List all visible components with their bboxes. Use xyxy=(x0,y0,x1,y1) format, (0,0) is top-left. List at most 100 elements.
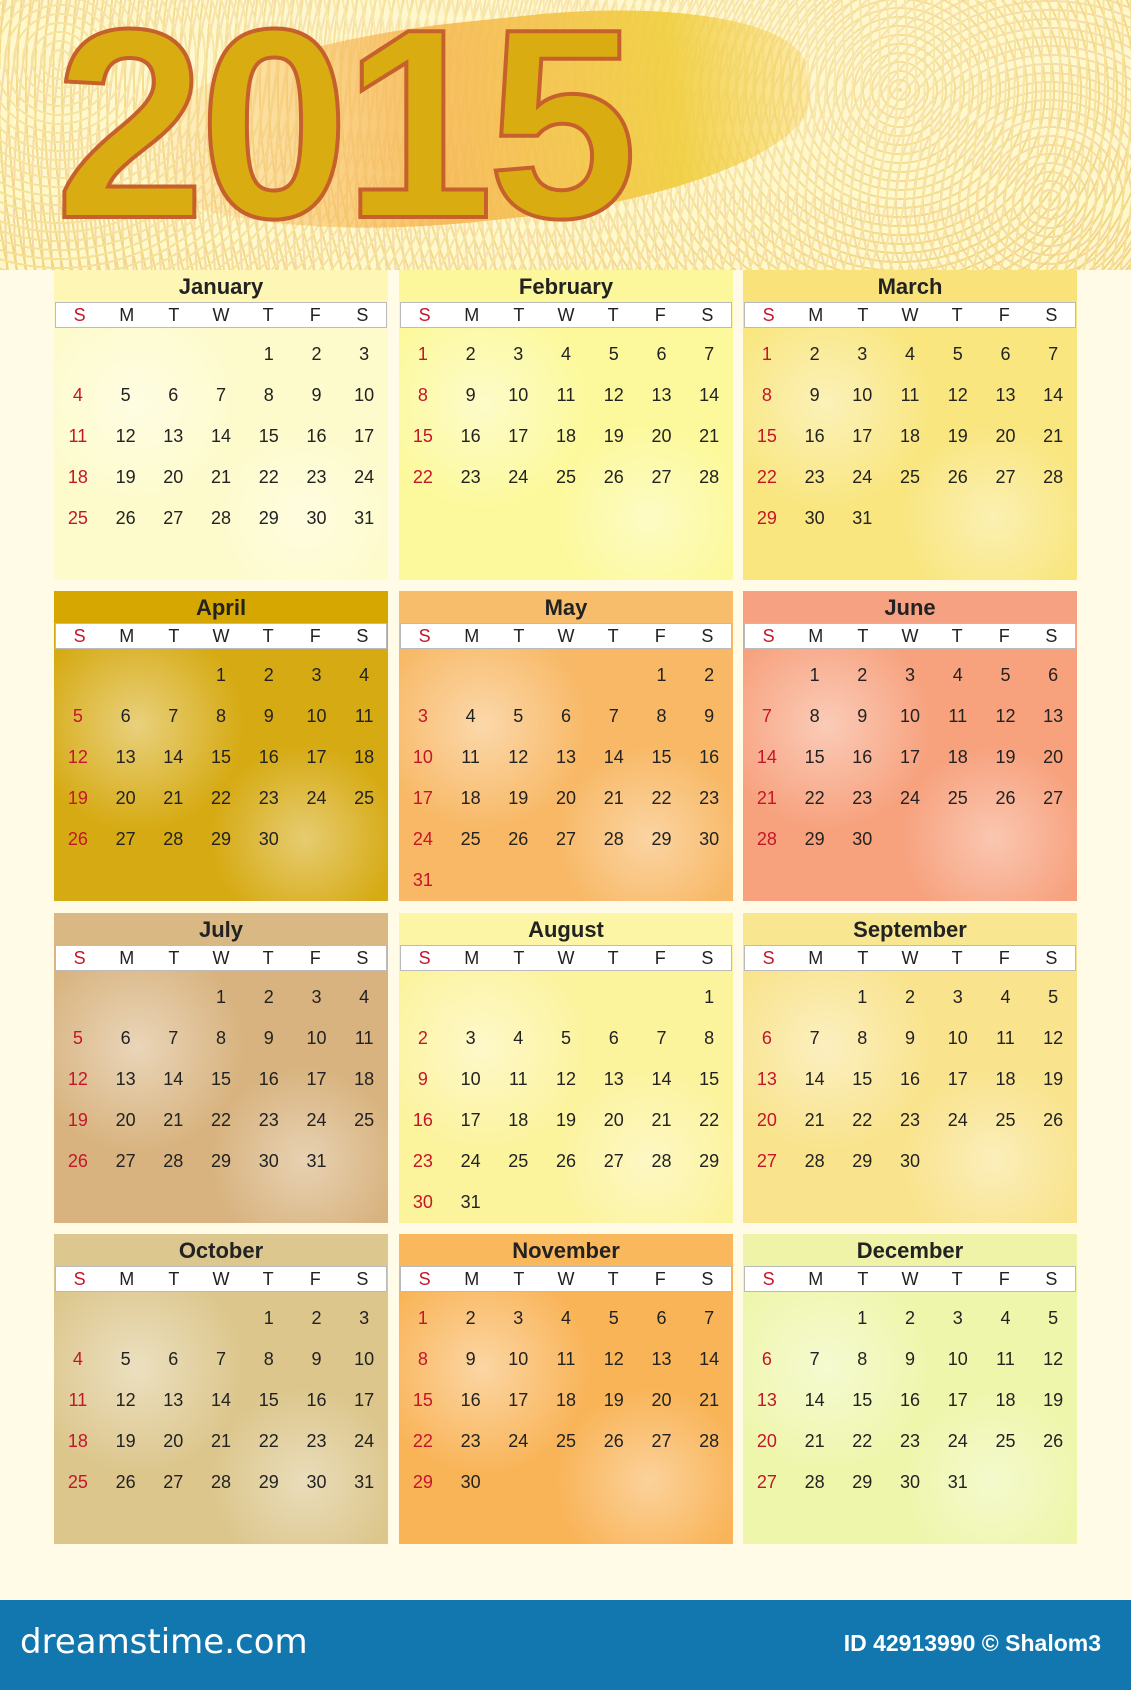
weekday-label: S xyxy=(356,626,369,646)
week-row: 1 2 3 xyxy=(54,1298,388,1339)
weekday-label: S xyxy=(1045,1269,1058,1289)
week-row: 29 30 xyxy=(399,1462,733,1503)
date-cell: 1 xyxy=(704,987,715,1007)
date-cell: 2 xyxy=(311,1308,322,1328)
week-row: 7 8 9 10 11 12 13 xyxy=(743,696,1077,737)
date-cell: 27 xyxy=(163,508,184,528)
date-cell: 28 xyxy=(1043,467,1064,487)
date-cell: 6 xyxy=(761,1028,772,1048)
date-cell: 29 xyxy=(756,508,777,528)
month-january: January S M T W T F S 1 2 3 4 5 6 7 8 9 10 11 12 13 14 15 16 17 1… xyxy=(54,270,388,580)
date-cell: 18 xyxy=(947,747,968,767)
weekday-label: S xyxy=(73,948,86,968)
date-grid: 1 2 3 4 5 6 7 8 9 10 11 12 13 14 15 16 17 18 19 20 21 22 23 24 2… xyxy=(743,1292,1077,1503)
date-cell: 24 xyxy=(947,1431,968,1451)
week-row: 25 26 27 28 29 30 31 xyxy=(54,498,388,539)
month-background xyxy=(743,649,1077,901)
date-cell: 7 xyxy=(704,344,715,364)
date-cell: 27 xyxy=(556,829,577,849)
date-cell: 4 xyxy=(359,987,370,1007)
date-grid: 1 2 3 4 5 6 7 8 9 10 11 12 13 14 15 16 17 18 19 20 21 22 23 24 2… xyxy=(399,1292,733,1503)
date-cell: 3 xyxy=(857,344,868,364)
date-cell: 6 xyxy=(168,1349,179,1369)
month-may: May S M T W T F S 1 2 3 4 5 6 7 8 9 10 11 12 13 14 15 16 17 18 19 2… xyxy=(399,591,733,901)
date-cell: 2 xyxy=(465,1308,476,1328)
month-title: July xyxy=(54,913,388,945)
date-cell: 20 xyxy=(556,788,577,808)
date-cell: 3 xyxy=(311,987,322,1007)
week-row: 12 13 14 15 16 17 18 xyxy=(54,1059,388,1100)
date-cell: 16 xyxy=(699,747,720,767)
image-credit: ID 42913990 © Shalom3 xyxy=(843,1630,1101,1656)
date-cell: 7 xyxy=(809,1028,820,1048)
date-cell: 5 xyxy=(561,1028,572,1048)
week-row: 6 7 8 9 10 11 12 xyxy=(743,1339,1077,1380)
date-cell: 6 xyxy=(1048,665,1059,685)
weekday-label: M xyxy=(464,305,480,325)
date-cell: 1 xyxy=(857,1308,868,1328)
date-cell: 26 xyxy=(115,1472,136,1492)
date-cell: 10 xyxy=(508,1349,529,1369)
date-cell: 18 xyxy=(354,747,375,767)
date-cell: 13 xyxy=(756,1390,777,1410)
date-cell: 20 xyxy=(651,426,672,446)
weekday-label: S xyxy=(701,626,714,646)
date-cell: 24 xyxy=(460,1151,481,1171)
date-cell: 24 xyxy=(306,788,327,808)
weekday-label: M xyxy=(808,305,824,325)
date-cell: 18 xyxy=(354,1069,375,1089)
date-cell: 7 xyxy=(761,706,772,726)
date-cell: 6 xyxy=(1000,344,1011,364)
week-row: 1 2 3 4 xyxy=(54,655,388,696)
date-cell: 18 xyxy=(556,1390,577,1410)
date-cell: 5 xyxy=(120,1349,131,1369)
date-cell: 10 xyxy=(412,747,433,767)
date-cell: 23 xyxy=(460,467,481,487)
date-cell: 11 xyxy=(508,1069,528,1089)
date-cell: 3 xyxy=(952,987,963,1007)
date-cell: 26 xyxy=(1043,1110,1064,1130)
month-background xyxy=(399,1292,733,1544)
date-cell: 12 xyxy=(67,747,88,767)
week-row: 28 29 30 xyxy=(743,819,1077,860)
week-row: 22 23 24 25 26 27 28 xyxy=(743,457,1077,498)
date-cell: 3 xyxy=(311,665,322,685)
dreamstime-logo[interactable]: dreamstime.com xyxy=(20,1622,308,1662)
date-cell: 30 xyxy=(258,829,279,849)
month-background xyxy=(54,649,388,901)
date-cell: 12 xyxy=(115,426,136,446)
month-title: March xyxy=(743,270,1077,302)
date-cell: 22 xyxy=(651,788,672,808)
date-cell: 19 xyxy=(1043,1069,1064,1089)
date-cell: 28 xyxy=(699,1431,720,1451)
date-cell: 13 xyxy=(115,747,136,767)
date-cell: 26 xyxy=(603,467,624,487)
date-cell: 11 xyxy=(354,1028,374,1048)
date-cell: 9 xyxy=(263,1028,274,1048)
date-grid: 1 2 3 4 5 6 7 8 9 10 11 12 13 14 15 16 17 18 19 20 21 22 23 24 2… xyxy=(399,328,733,498)
date-cell: 23 xyxy=(804,467,825,487)
date-cell: 31 xyxy=(354,508,375,528)
date-cell: 10 xyxy=(947,1349,968,1369)
weekday-label: F xyxy=(998,626,1010,646)
week-row: 15 16 17 18 19 20 21 xyxy=(399,1380,733,1421)
weekday-label: M xyxy=(808,1269,824,1289)
month-title: April xyxy=(54,591,388,623)
date-cell: 14 xyxy=(651,1069,672,1089)
weekday-label: S xyxy=(762,305,775,325)
week-row: 27 28 29 30 31 xyxy=(743,1462,1077,1503)
date-cell: 17 xyxy=(354,1390,375,1410)
date-cell: 24 xyxy=(354,1431,375,1451)
date-cell: 8 xyxy=(761,385,772,405)
date-cell: 12 xyxy=(995,706,1016,726)
month-background xyxy=(399,649,733,901)
date-cell: 12 xyxy=(1043,1028,1064,1048)
date-cell: 29 xyxy=(699,1151,720,1171)
date-cell: 19 xyxy=(1043,1390,1064,1410)
week-row: 2 3 4 5 6 7 8 xyxy=(399,1018,733,1059)
date-cell: 30 xyxy=(306,1472,327,1492)
